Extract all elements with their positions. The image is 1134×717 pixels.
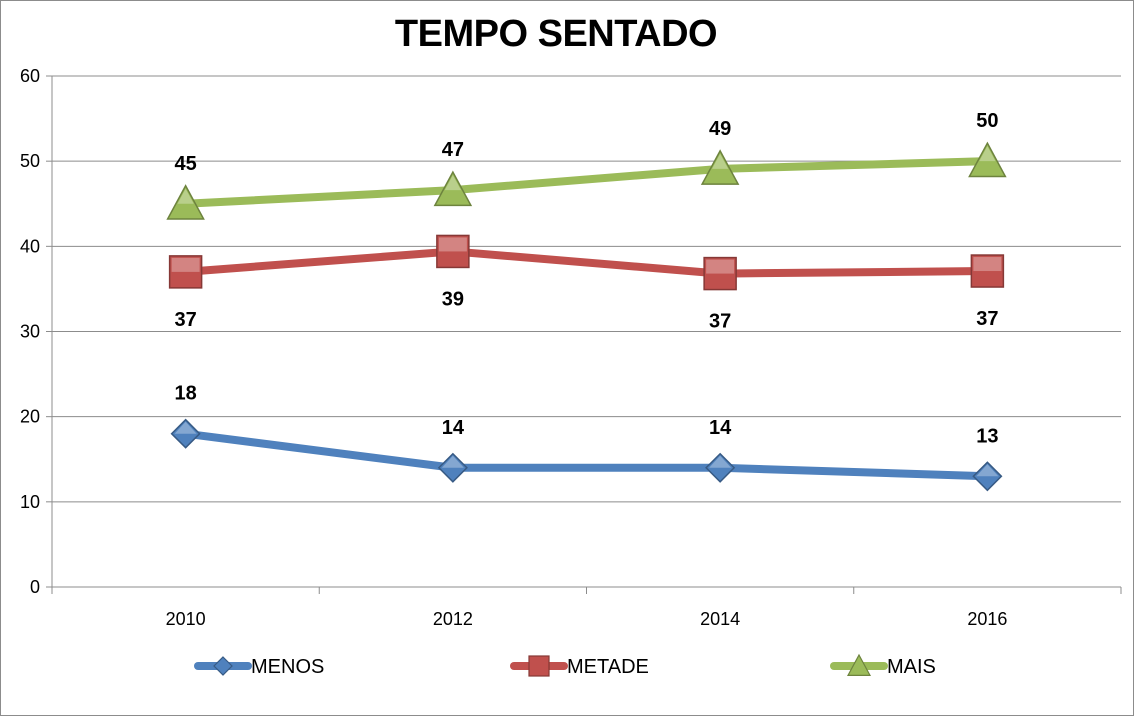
data-label: 18 — [175, 383, 197, 405]
x-tick-label: 2012 — [433, 609, 473, 629]
data-point — [968, 141, 1007, 178]
y-tick-label: 30 — [20, 322, 40, 342]
data-point-highlight — [976, 464, 999, 477]
data-label: 47 — [442, 139, 464, 161]
legend-label: MAIS — [887, 656, 936, 678]
data-point-highlight — [441, 455, 464, 468]
x-tick-label: 2010 — [166, 609, 206, 629]
legend-marker — [846, 653, 872, 676]
data-point-highlight — [444, 175, 461, 191]
data-label: 50 — [976, 110, 998, 132]
data-point-highlight — [979, 146, 996, 162]
y-tick-label: 60 — [20, 66, 40, 86]
legend-item-menos: MENOS — [194, 656, 324, 678]
y-tick-label: 0 — [30, 577, 40, 597]
data-point-highlight — [712, 153, 729, 169]
chart-title: TEMPO SENTADO — [394, 13, 718, 55]
y-tick-label: 10 — [20, 492, 40, 512]
data-label: 37 — [709, 311, 731, 333]
data-point — [166, 184, 205, 220]
data-label: 14 — [442, 417, 465, 439]
data-point — [970, 254, 1005, 288]
data-point — [433, 170, 473, 207]
data-point-highlight — [706, 259, 735, 274]
series-line — [181, 247, 992, 278]
data-label: 39 — [442, 288, 464, 310]
legend-item-mais: MAIS — [830, 653, 936, 678]
data-label: 37 — [175, 309, 197, 331]
series-mais: 45 47 49 50 — [166, 110, 1007, 220]
x-tick-label: 2016 — [967, 609, 1007, 629]
legend-marker — [528, 655, 550, 677]
data-label: 49 — [709, 118, 731, 140]
data-point-highlight — [438, 237, 467, 252]
series-line — [181, 157, 992, 208]
y-tick-label: 20 — [20, 407, 40, 427]
data-point — [703, 256, 737, 291]
data-label: 45 — [175, 153, 197, 175]
data-label: 14 — [709, 417, 732, 439]
data-point — [168, 255, 203, 289]
data-point — [972, 461, 1003, 492]
data-label: 13 — [976, 425, 998, 447]
y-tick-label: 50 — [20, 151, 40, 171]
data-point — [705, 452, 736, 483]
data-point — [436, 234, 470, 269]
series-metade: 37 39 37 37 — [168, 234, 1005, 333]
data-point — [170, 418, 201, 449]
legend-marker — [213, 656, 233, 676]
data-label: 37 — [976, 308, 998, 330]
series-menos: 18 14 14 13 — [170, 383, 1003, 492]
series-line — [181, 429, 992, 481]
data-point-highlight — [973, 257, 1002, 272]
x-tick-label: 2014 — [700, 609, 740, 629]
data-point-highlight — [174, 421, 197, 434]
y-tick-label: 40 — [20, 236, 40, 256]
data-point — [700, 149, 740, 185]
data-point-highlight — [171, 257, 200, 272]
legend-label: METADE — [567, 656, 649, 678]
data-point — [437, 452, 468, 483]
legend-item-metade: METADE — [510, 655, 649, 678]
data-point-highlight — [709, 455, 732, 468]
legend-label: MENOS — [251, 656, 324, 678]
data-point-highlight — [177, 188, 194, 204]
